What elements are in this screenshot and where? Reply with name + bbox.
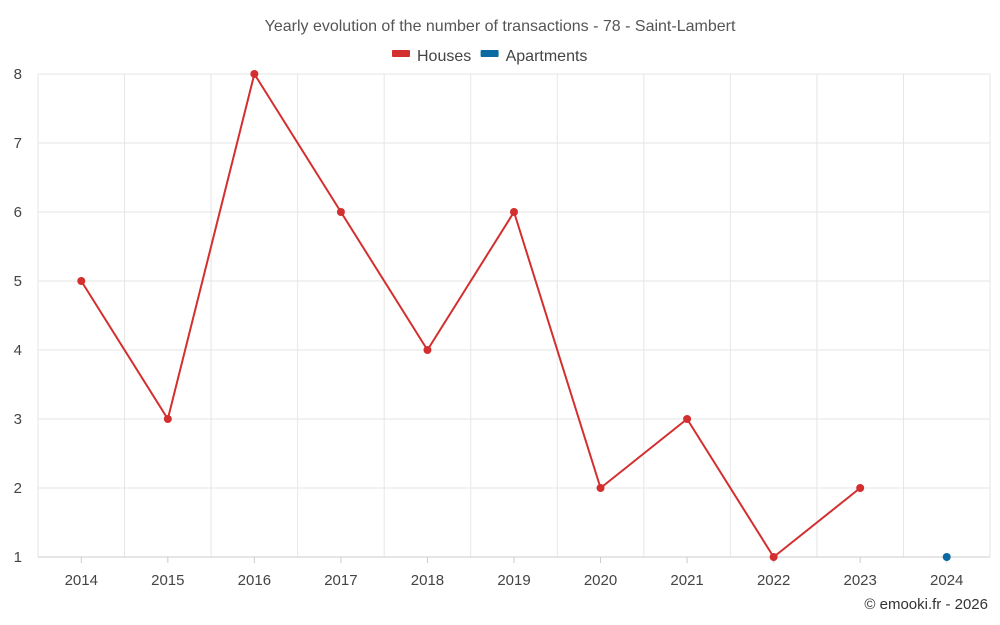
legend-label: Apartments — [506, 48, 588, 65]
data-point[interactable] — [77, 277, 86, 285]
grid — [37, 73, 991, 557]
y-tick-label: 4 — [14, 342, 22, 359]
y-tick-label: 2 — [14, 480, 22, 497]
x-tick-label: 2022 — [757, 572, 790, 589]
legend-label: Houses — [417, 48, 471, 65]
x-tick-label: 2018 — [411, 572, 444, 589]
data-point[interactable] — [336, 208, 345, 216]
x-tick-label: 2016 — [238, 572, 271, 589]
legend-item-apartments[interactable]: Apartments — [480, 48, 588, 65]
chart-title: Yearly evolution of the number of transa… — [265, 18, 736, 35]
series-line — [80, 73, 861, 558]
credit-text: © emooki.fr - 2026 — [864, 596, 988, 613]
axes: 1 2 3 4 5 6 7 8 2014 2015 2016 2017 2018 2019 2020 2021… — [14, 66, 990, 589]
data-point[interactable] — [250, 70, 259, 78]
data-point[interactable] — [423, 346, 432, 354]
data-point[interactable] — [769, 553, 778, 561]
y-tick-label: 7 — [14, 135, 22, 152]
x-tick-label: 2015 — [151, 572, 184, 589]
x-tick-label: 2021 — [670, 572, 703, 589]
data-point[interactable] — [942, 553, 951, 561]
y-tick-label: 1 — [14, 549, 22, 566]
y-tick-label: 5 — [14, 273, 22, 290]
data-point[interactable] — [683, 415, 692, 423]
x-tick-label: 2019 — [497, 572, 530, 589]
y-tick-label: 8 — [14, 66, 22, 83]
data-point[interactable] — [856, 484, 865, 492]
data-point[interactable] — [510, 208, 518, 216]
x-tick-label: 2020 — [584, 572, 617, 589]
x-tick-label: 2023 — [843, 572, 876, 589]
series-houses[interactable] — [77, 70, 865, 561]
data-point[interactable] — [596, 484, 605, 492]
legend-swatch — [480, 50, 499, 57]
legend-swatch — [392, 50, 410, 57]
legend[interactable]: Houses Apartments — [392, 48, 587, 65]
data-point[interactable] — [163, 415, 172, 423]
x-tick-label: 2017 — [324, 572, 357, 589]
series-apartments[interactable] — [942, 553, 951, 561]
legend-item-houses[interactable]: Houses — [392, 48, 471, 65]
series-layer — [77, 70, 951, 561]
x-tick-label: 2024 — [930, 572, 963, 589]
y-tick-label: 3 — [14, 411, 22, 428]
x-tick-label: 2014 — [65, 572, 98, 589]
y-tick-label: 6 — [14, 204, 22, 221]
